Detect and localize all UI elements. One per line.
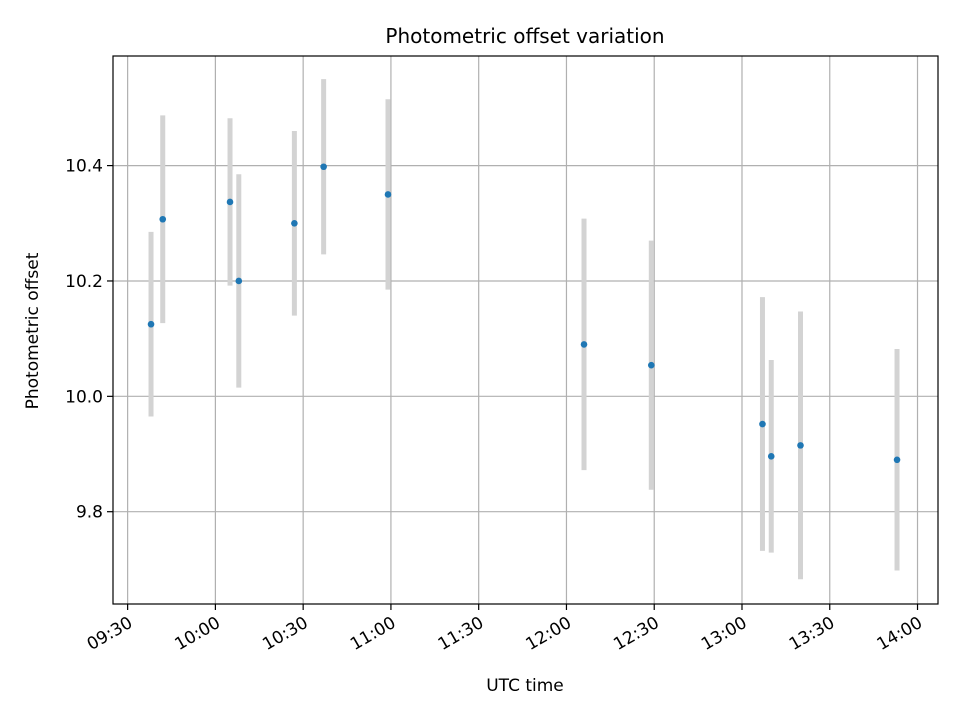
x-axis-ticks: 09:30 10:00 10:30 11:00 11:30 12:00 12:30 13:00… [84,604,926,655]
plot-frame [112,55,939,605]
x-tick-label: 13:30 [786,613,838,655]
data-point [159,215,167,223]
y-axis-ticks: 9.8 10.0 10.2 10.4 [65,157,113,523]
data-point [235,277,243,285]
data-point [893,456,901,464]
data-point [580,341,588,348]
y-tick-label: 10.0 [65,387,103,407]
x-tick-label: 10:30 [259,613,311,655]
data-point [291,219,298,227]
y-tick-label: 10.4 [65,157,103,177]
chart-title: Photometric offset variation [385,24,664,48]
x-tick-label: 13:00 [698,613,750,655]
x-tick-label: 11:00 [347,613,399,655]
x-tick-label: 14:00 [874,613,926,655]
data-point [759,420,766,428]
data-point [226,198,234,206]
data-point [797,442,804,449]
y-axis-label: Photometric offset [23,252,43,409]
data-point [147,320,155,328]
data-point [320,163,327,171]
grid [113,56,938,604]
y-tick-label: 9.8 [76,503,103,523]
x-tick-label: 10:00 [171,613,223,655]
x-tick-label: 12:30 [610,613,662,655]
y-tick-label: 10.2 [65,272,103,292]
error-bars [148,79,900,580]
x-tick-label: 11:30 [435,613,487,655]
data-point [647,361,655,369]
data-point [767,453,775,460]
data-point [384,191,392,198]
data-points [147,163,901,464]
x-tick-label: 12:00 [523,613,575,655]
x-axis-label: UTC time [486,676,564,696]
x-tick-label: 09:30 [84,613,136,655]
